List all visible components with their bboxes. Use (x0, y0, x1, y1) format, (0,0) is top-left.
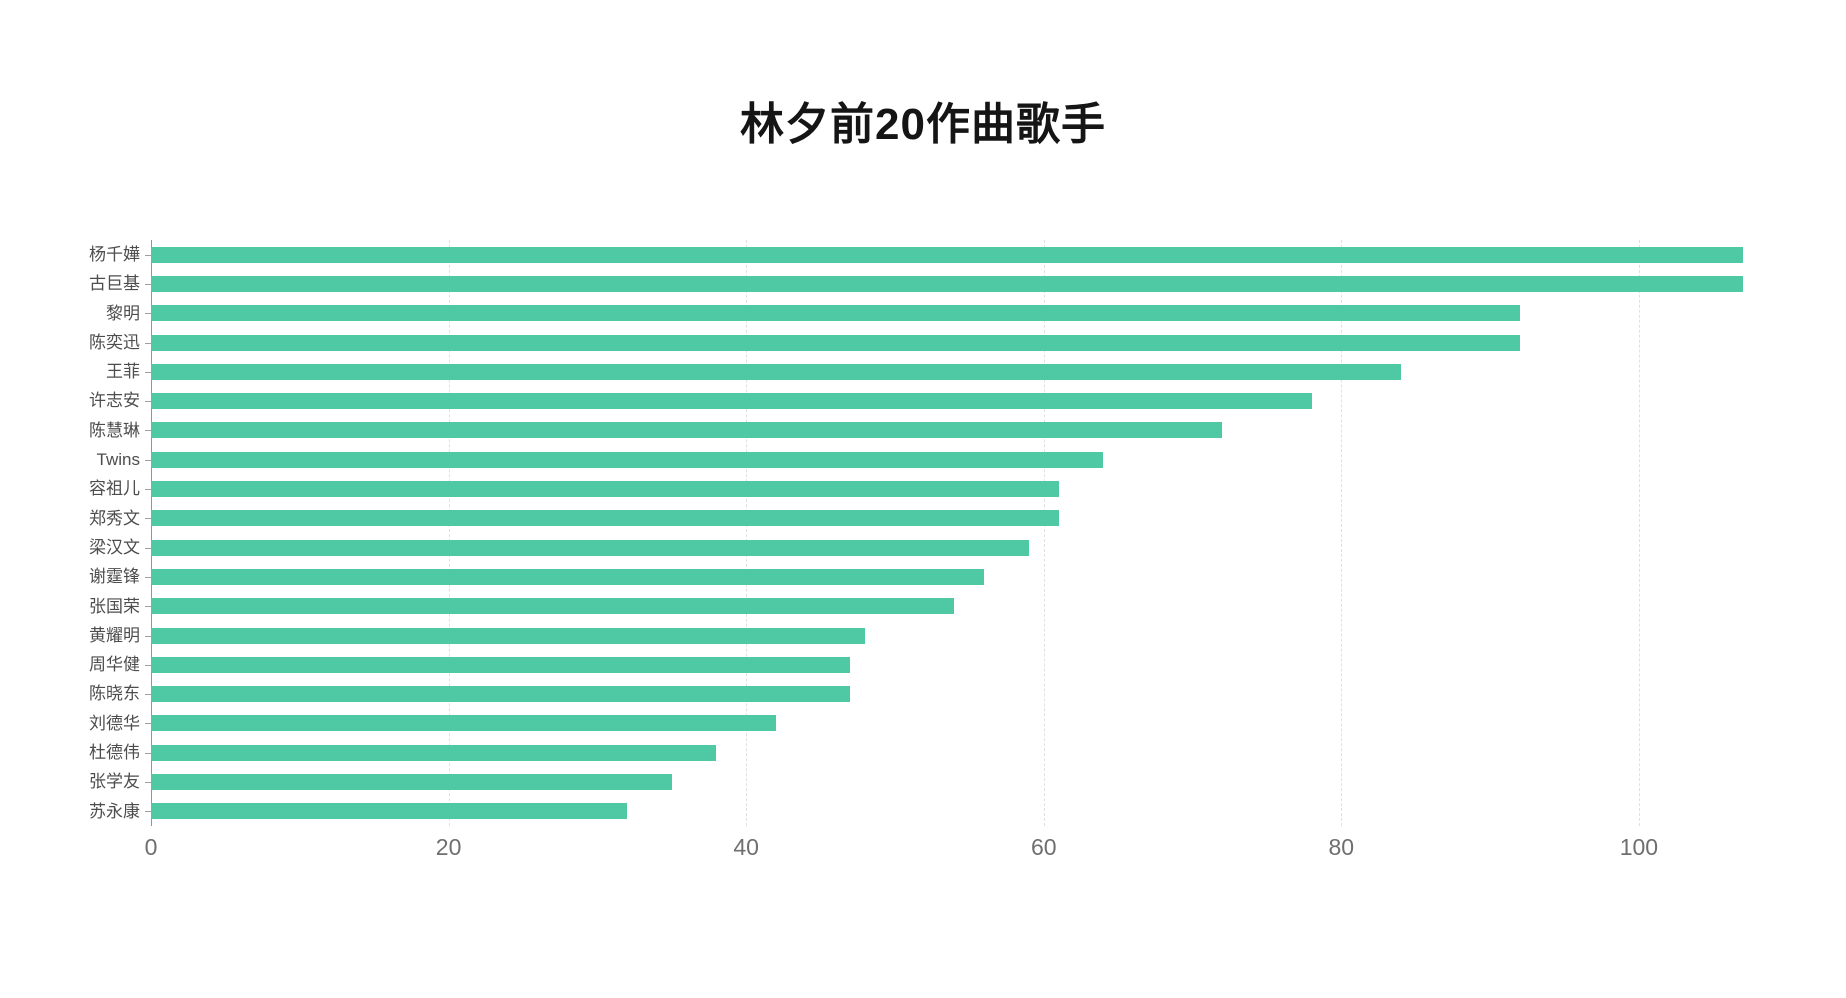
bar-row (145, 269, 1781, 298)
x-axis-tick-label-40: 40 (733, 834, 759, 860)
bar-Twins (151, 451, 1104, 468)
bar-row (145, 504, 1781, 533)
y-axis-tick (145, 401, 151, 403)
gridline-20 (448, 240, 450, 826)
bar-杜德伟 (151, 744, 717, 761)
bar-row (145, 386, 1781, 415)
y-axis-tick (145, 489, 151, 491)
gridline-80 (1341, 240, 1343, 826)
y-axis-label: 刘德华 (89, 713, 140, 733)
bar-张国荣 (151, 598, 955, 615)
bar-row (145, 474, 1781, 503)
bar-郑秀文 (151, 510, 1059, 527)
plot-area (145, 240, 1781, 826)
y-axis-tick (145, 342, 151, 344)
bar-row (145, 709, 1781, 738)
bar-苏永康 (151, 803, 628, 820)
y-axis-tick (145, 811, 151, 813)
x-axis-tick-label-80: 80 (1328, 834, 1355, 860)
y-axis-tick (145, 313, 151, 315)
bar-谢霆锋 (151, 568, 985, 585)
y-axis-line (151, 240, 152, 826)
bar-row (145, 767, 1781, 796)
bar-row (145, 797, 1781, 826)
y-axis-label: 陈晓东 (89, 684, 140, 704)
x-axis-tick-labels: 0 20 40 60 80 100 (145, 834, 1781, 864)
y-axis-tick (145, 694, 151, 696)
bar-刘德华 (151, 715, 776, 732)
y-axis-label: 张国荣 (89, 596, 140, 616)
bar-row (145, 592, 1781, 621)
chart-title: 林夕前20作曲歌手 (740, 100, 1106, 149)
bar-series (145, 240, 1781, 826)
y-axis-label: 容祖儿 (89, 479, 140, 499)
y-axis-labels: 杨千嬅古巨基黎明陈奕迅王菲许志安陈慧琳 Twins 容祖儿郑秀文梁汉文谢霆锋张国荣黄… (0, 240, 140, 826)
gridline-100 (1638, 240, 1640, 826)
y-axis-label: 王菲 (106, 362, 140, 382)
y-axis-label: 黎明 (106, 303, 140, 323)
bar-王菲 (151, 363, 1401, 380)
y-axis-label: 陈奕迅 (89, 332, 140, 352)
y-axis-tick (145, 664, 151, 666)
bar-row (145, 621, 1781, 650)
bar-row (145, 328, 1781, 357)
y-axis-label: 周华健 (89, 655, 140, 675)
gridline-60 (1043, 240, 1045, 826)
bar-陈奕迅 (151, 334, 1520, 351)
bar-黄耀明 (151, 627, 866, 644)
y-axis-tick (145, 283, 151, 285)
y-axis-tick (145, 781, 151, 783)
y-axis-label: 梁汉文 (89, 537, 140, 557)
bar-row (145, 445, 1781, 474)
y-axis-tick (145, 430, 151, 432)
y-axis-label: 古巨基 (89, 274, 140, 294)
bar-张学友 (151, 773, 672, 790)
bar-row (145, 357, 1781, 386)
bar-row (145, 562, 1781, 591)
y-axis-label: 郑秀文 (89, 508, 140, 528)
bar-row (145, 240, 1781, 269)
bar-杨千嬅 (151, 246, 1744, 263)
y-axis-label: 杨千嬅 (89, 245, 140, 264)
y-axis-label: 黄耀明 (89, 625, 140, 645)
bar-梁汉文 (151, 539, 1029, 556)
bar-row (145, 738, 1781, 767)
y-axis-tick (145, 371, 151, 373)
y-axis-label: 谢霆锋 (89, 567, 140, 587)
bar-row (145, 299, 1781, 328)
y-axis-tick (145, 752, 151, 754)
y-axis-label: 许志安 (89, 391, 140, 411)
bar-row (145, 650, 1781, 679)
gridline-40 (746, 240, 748, 826)
x-axis-tick-label-20: 20 (435, 834, 462, 860)
bar-周华健 (151, 656, 851, 673)
x-axis-tick-label-0: 0 (144, 834, 158, 860)
bar-row (145, 533, 1781, 562)
x-axis-tick-label-100: 100 (1619, 834, 1659, 860)
y-axis-label: 张学友 (89, 772, 140, 792)
y-axis-tick (145, 459, 151, 461)
y-axis-tick (145, 254, 151, 256)
bar-容祖儿 (151, 481, 1059, 498)
y-axis-tick (145, 518, 151, 520)
x-axis-tick-label-60: 60 (1030, 834, 1057, 860)
y-axis-tick (145, 576, 151, 578)
bar-许志安 (151, 393, 1312, 410)
y-axis-label: 杜德伟 (89, 743, 140, 763)
bar-row (145, 679, 1781, 708)
y-axis-tick (145, 547, 151, 549)
bar-陈慧琳 (151, 422, 1223, 439)
y-axis-label: 苏永康 (89, 801, 140, 821)
y-axis-label: Twins (96, 450, 140, 470)
bar-古巨基 (151, 275, 1744, 292)
bar-row (145, 416, 1781, 445)
y-axis-label: 陈慧琳 (89, 420, 140, 440)
y-axis-tick (145, 723, 151, 725)
bar-陈晓东 (151, 686, 851, 703)
y-axis-tick (145, 606, 151, 608)
y-axis-tick (145, 635, 151, 637)
bar-黎明 (151, 305, 1520, 322)
